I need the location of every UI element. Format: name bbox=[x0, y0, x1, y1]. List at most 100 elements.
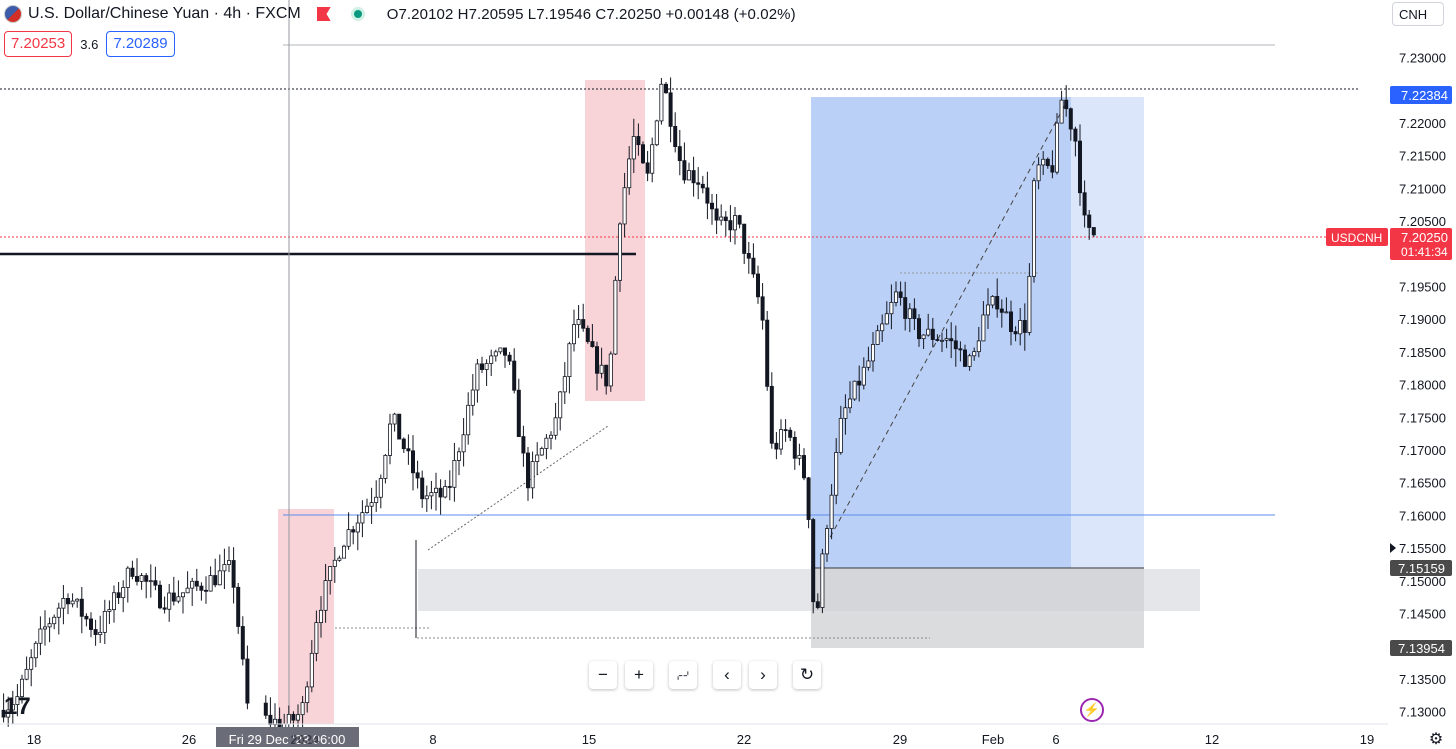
tradingview-logo: 17 bbox=[4, 693, 31, 720]
candle-body bbox=[696, 182, 701, 185]
candle-body bbox=[401, 438, 406, 450]
candle-body bbox=[1050, 165, 1055, 173]
candle-body bbox=[1004, 311, 1009, 314]
candle-body bbox=[1073, 128, 1078, 142]
symbol-tag-label: USDCNH bbox=[1331, 231, 1382, 245]
candle-body bbox=[498, 347, 503, 353]
candle-body bbox=[387, 423, 392, 456]
candle-body bbox=[176, 596, 181, 602]
candle-body bbox=[742, 223, 747, 254]
candle-body bbox=[6, 709, 11, 718]
candle-body bbox=[549, 434, 554, 439]
candle-body bbox=[907, 308, 912, 319]
price-tick-label: 7.16000 bbox=[1399, 508, 1446, 523]
settings-icon[interactable]: ⚙ bbox=[1428, 731, 1444, 748]
target-zone bbox=[811, 97, 1071, 568]
reset-view-button[interactable]: ⌌⌏ bbox=[669, 661, 697, 689]
candle-body bbox=[797, 455, 802, 459]
candle-body bbox=[300, 702, 305, 716]
symbol-title[interactable]: U.S. Dollar/Chinese Yuan · 4h · FXCM bbox=[28, 5, 301, 22]
ohlc-values: O7.20102 H7.20595 L7.19546 C7.20250 +0.0… bbox=[386, 5, 796, 23]
price-tick-label: 7.16500 bbox=[1399, 476, 1446, 491]
candle-body bbox=[309, 652, 314, 688]
sell-price-button[interactable]: 7.20253 bbox=[4, 31, 73, 57]
market-open-icon bbox=[350, 7, 365, 21]
candle-body bbox=[631, 136, 636, 160]
price-tick-label: 7.19000 bbox=[1399, 312, 1446, 327]
candle-body bbox=[502, 347, 507, 356]
candle-body bbox=[420, 477, 425, 500]
candle-body bbox=[940, 339, 945, 342]
zoom-out-button[interactable]: − bbox=[589, 661, 617, 689]
candle-body bbox=[323, 580, 328, 611]
time-tick-label: 22 bbox=[737, 732, 751, 747]
candle-body bbox=[351, 529, 356, 533]
candle-body bbox=[733, 215, 738, 231]
trend-line bbox=[825, 104, 1066, 546]
high-marker-label: 7.22384 bbox=[1401, 88, 1448, 103]
candle-body bbox=[884, 313, 889, 325]
time-tick-label: 12 bbox=[1205, 732, 1219, 747]
candle-body bbox=[236, 586, 241, 627]
time-tick-label: 29 bbox=[893, 732, 907, 747]
cursor-time-label: Fri 29 Dec '23 06:00 bbox=[229, 732, 346, 747]
last-price-box bbox=[1390, 228, 1452, 260]
candle-body bbox=[618, 223, 623, 281]
candle-body bbox=[493, 351, 498, 357]
candle-body bbox=[958, 348, 963, 351]
candle-body bbox=[834, 452, 839, 496]
candle-body bbox=[751, 257, 756, 275]
candle-body bbox=[318, 609, 323, 624]
candle-body bbox=[1045, 158, 1050, 167]
currency-select[interactable]: CNH bbox=[1392, 2, 1444, 26]
candle-body bbox=[572, 324, 577, 345]
refresh-button[interactable]: ↻ bbox=[793, 661, 821, 689]
price-axis[interactable] bbox=[1388, 0, 1456, 724]
candle-body bbox=[599, 364, 604, 374]
candle-body bbox=[43, 626, 48, 630]
candle-body bbox=[1082, 192, 1087, 216]
scroll-left-button[interactable]: ‹ bbox=[713, 661, 741, 689]
time-tick-label: 26 bbox=[182, 732, 196, 747]
lightning-icon[interactable]: ⚡ bbox=[1080, 698, 1104, 722]
candle-body bbox=[760, 296, 765, 321]
candle-body bbox=[645, 162, 650, 174]
quote-panel: 7.20253 3.6 7.20289 bbox=[4, 31, 175, 57]
zoom-in-button[interactable]: + bbox=[625, 661, 653, 689]
candle-body bbox=[392, 413, 397, 425]
scroll-right-button[interactable]: › bbox=[749, 661, 777, 689]
candle-body bbox=[208, 575, 213, 592]
candle-body bbox=[47, 623, 52, 628]
candle-body bbox=[415, 472, 420, 479]
level-marker-label: 7.13954 bbox=[1398, 641, 1445, 656]
candle-body bbox=[364, 505, 369, 513]
candle-body bbox=[802, 455, 807, 479]
candle-body bbox=[33, 642, 38, 659]
candle-body bbox=[953, 340, 958, 350]
candle-body bbox=[328, 566, 333, 582]
time-tick-label: 8 bbox=[429, 732, 436, 747]
candle-body bbox=[1022, 320, 1027, 333]
candle-body bbox=[737, 215, 742, 225]
candle-body bbox=[650, 144, 655, 174]
candle-body bbox=[461, 434, 466, 453]
buy-price-button[interactable]: 7.20289 bbox=[106, 31, 175, 57]
candle-body bbox=[838, 418, 843, 453]
candle-body bbox=[516, 389, 521, 437]
candle-body bbox=[199, 585, 204, 591]
candle-body bbox=[134, 576, 139, 582]
candle-body bbox=[66, 598, 71, 605]
candle-body bbox=[585, 327, 590, 342]
price-tick-label: 7.17500 bbox=[1399, 410, 1446, 425]
candle-body bbox=[475, 363, 480, 391]
price-tick-label: 7.13000 bbox=[1399, 705, 1446, 720]
candle-body bbox=[857, 380, 862, 386]
time-tick-label: 19 bbox=[1360, 732, 1374, 747]
candle-body bbox=[295, 714, 300, 721]
candle-body bbox=[641, 144, 646, 164]
candle-body bbox=[180, 592, 185, 598]
candle-body bbox=[213, 575, 218, 586]
candle-body bbox=[245, 658, 250, 704]
candle-body bbox=[56, 607, 61, 618]
